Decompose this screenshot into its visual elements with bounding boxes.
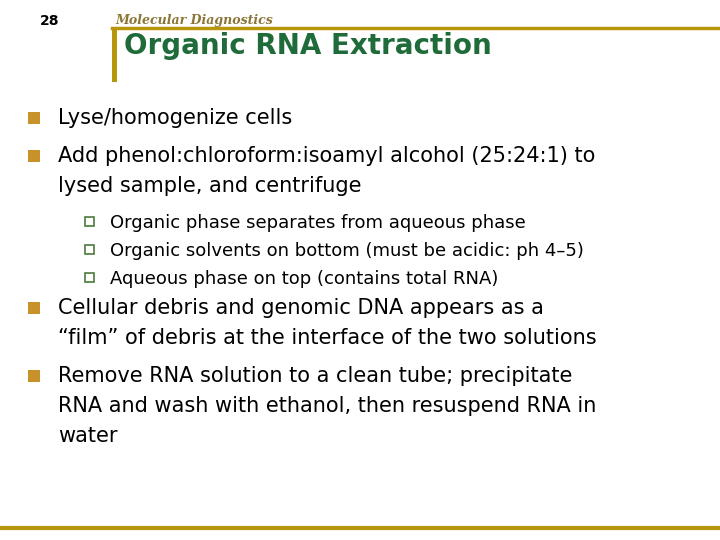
Text: “film” of debris at the interface of the two solutions: “film” of debris at the interface of the… — [58, 328, 597, 348]
Text: Organic solvents on bottom (must be acidic: ph 4–5): Organic solvents on bottom (must be acid… — [110, 242, 584, 260]
Text: Organic phase separates from aqueous phase: Organic phase separates from aqueous pha… — [110, 214, 526, 232]
Text: Molecular Diagnostics: Molecular Diagnostics — [115, 14, 273, 27]
Text: Cellular debris and genomic DNA appears as a: Cellular debris and genomic DNA appears … — [58, 298, 544, 318]
Text: Aqueous phase on top (contains total RNA): Aqueous phase on top (contains total RNA… — [110, 270, 498, 288]
Text: lysed sample, and centrifuge: lysed sample, and centrifuge — [58, 176, 361, 196]
Text: 28: 28 — [40, 14, 60, 28]
Bar — [28, 302, 40, 314]
Text: Lyse/homogenize cells: Lyse/homogenize cells — [58, 108, 292, 128]
Text: Organic RNA Extraction: Organic RNA Extraction — [124, 32, 492, 60]
Bar — [28, 112, 40, 124]
Bar — [85, 273, 94, 282]
Bar — [28, 150, 40, 162]
Text: water: water — [58, 426, 117, 446]
Bar — [112, 30, 117, 82]
Bar — [85, 217, 94, 226]
Text: RNA and wash with ethanol, then resuspend RNA in: RNA and wash with ethanol, then resuspen… — [58, 396, 596, 416]
Text: Remove RNA solution to a clean tube; precipitate: Remove RNA solution to a clean tube; pre… — [58, 366, 572, 386]
Bar — [28, 370, 40, 382]
Bar — [85, 245, 94, 254]
Text: Add phenol:chloroform:isoamyl alcohol (25:24:1) to: Add phenol:chloroform:isoamyl alcohol (2… — [58, 146, 595, 166]
